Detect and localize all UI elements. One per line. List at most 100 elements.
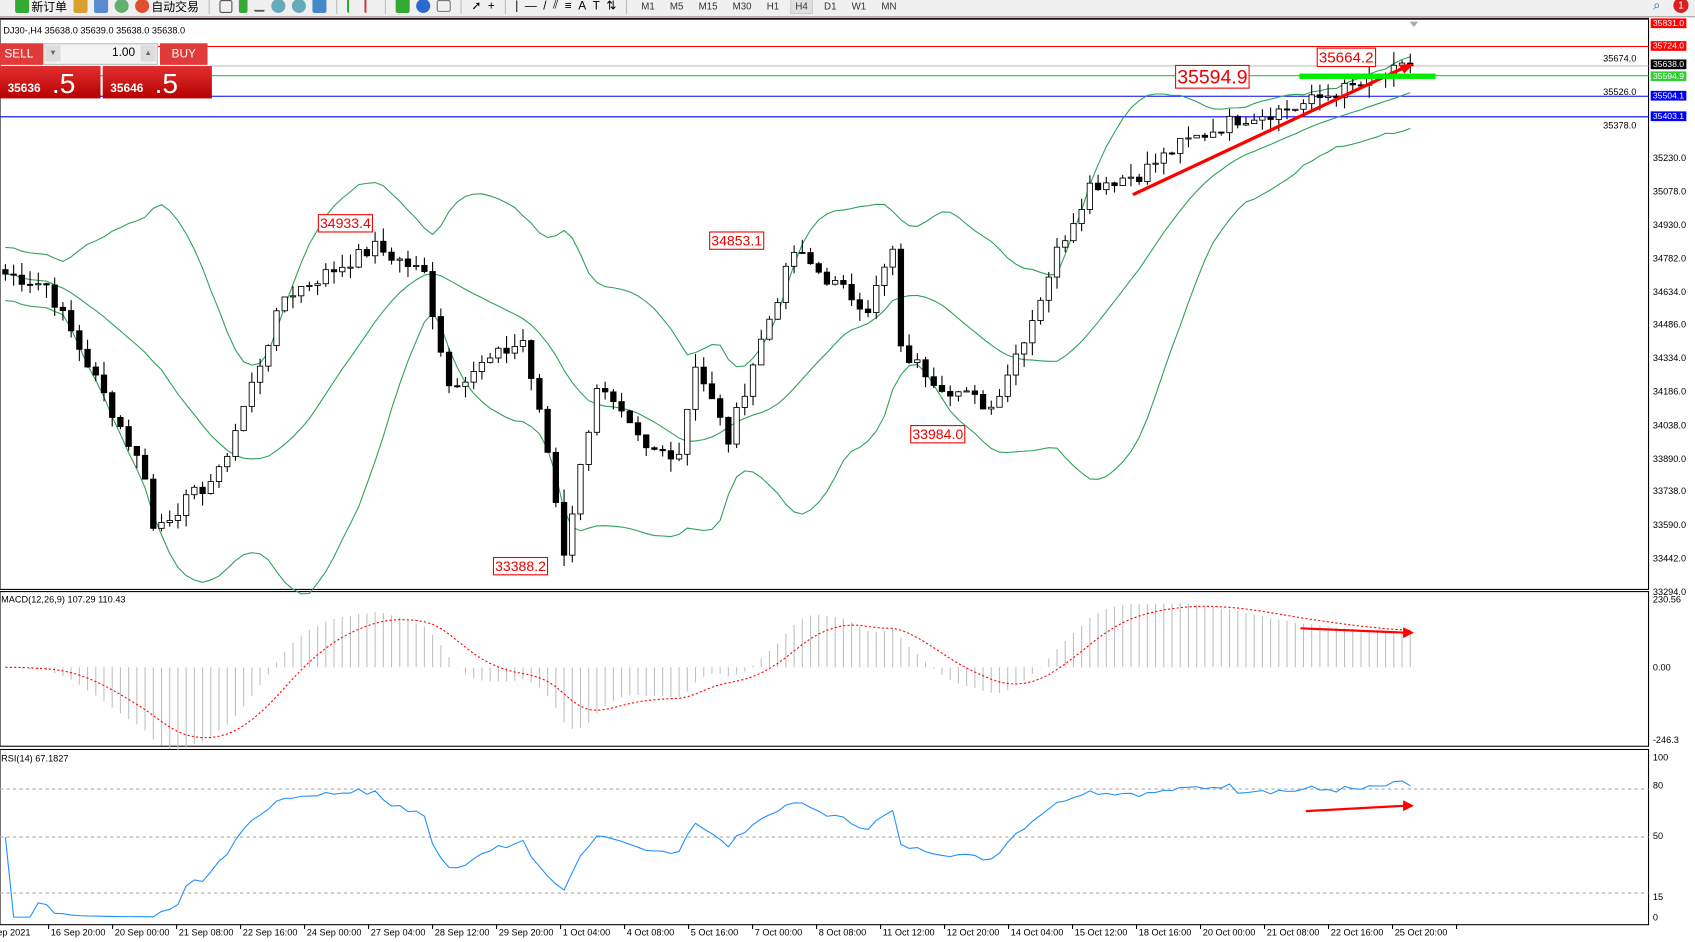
price-axis-label: 33442.0 [1652,552,1687,564]
candle-body [248,381,256,407]
candle-body [59,306,67,312]
sell-price-button[interactable]: 35636 .5 [0,65,101,99]
candle-body [67,310,75,332]
candle-body [273,310,280,347]
buy-price-button[interactable]: 35646 .5 [102,65,212,99]
candle-body [1160,152,1167,164]
price-annotation[interactable]: 33388.2 [492,556,549,576]
rsi-axis-label: 50 [1652,830,1664,842]
vertical-line-icon[interactable]: | [515,0,519,13]
price-axis-label: 34930.0 [1652,219,1687,231]
timeframe-h1[interactable]: H1 [766,0,780,12]
timeframe-mn[interactable]: MN [881,0,897,12]
price-annotation[interactable]: 35594.9 [1175,64,1250,89]
trendline-icon[interactable]: / [543,0,547,13]
macd-axis-label: 0.00 [1652,661,1671,673]
candle-body [1021,342,1028,355]
crosshair-icon[interactable]: + [487,0,495,13]
candle-body [979,393,987,410]
candle-body [1144,163,1151,183]
timeframe-m30[interactable]: M30 [732,0,752,12]
price-axis-label: 33738.0 [1652,486,1687,497]
horizontal-line-icon[interactable]: — [524,0,537,13]
time-axis-label: 4 Oct 08:00 [626,926,675,938]
fibonacci-icon[interactable]: ≡ [564,0,572,13]
candle-body [684,408,691,455]
sell-button[interactable]: SELL [0,43,44,65]
auto-trading-label: 自动交易 [151,0,199,14]
timeframe-h4[interactable]: H4 [789,0,814,14]
arrow-head [1398,63,1414,74]
candle-body [675,453,683,460]
text-label-icon[interactable]: T [592,0,600,13]
candle-body [35,283,42,286]
candle-body [371,240,379,257]
candle-body [43,283,50,286]
price-annotation[interactable]: 34933.4 [317,214,373,233]
price-annotation[interactable]: 33984.0 [910,425,966,444]
rsi-axis-label: 15 [1652,891,1664,902]
time-axis-label: 29 Sep 20:00 [498,926,554,938]
zoom-in-icon[interactable] [271,0,286,13]
tile-windows-icon[interactable] [312,0,327,13]
candle-body [1053,246,1061,278]
text-icon[interactable]: A [578,0,587,13]
price-annotation[interactable]: 34853.1 [709,231,765,250]
timeframe-d1[interactable]: D1 [824,0,837,12]
timeframe-m1[interactable]: M1 [641,0,655,12]
candle-body [955,391,962,397]
candle-body [495,347,502,359]
autoscroll-icon[interactable] [347,0,358,13]
separator [208,0,210,14]
candle-body [864,308,872,314]
time-axis-label: 18 Oct 16:00 [1138,926,1192,938]
lot-size-input[interactable]: ▼ 1.00 ▲ [43,43,158,65]
candle-body [725,416,732,445]
candle-body [1177,137,1184,154]
candle-body [1283,108,1291,111]
arrows-icon[interactable]: ⇅ [606,0,617,13]
templates-icon[interactable] [436,0,451,12]
line-chart-icon[interactable] [254,1,265,12]
timeframe-m5[interactable]: M5 [669,0,684,12]
new-order-button[interactable]: 新订单 [15,0,67,15]
timeframe-m15[interactable]: M15 [698,0,718,12]
candle-body [207,481,214,494]
auto-trading-button[interactable]: 自动交易 [135,0,199,15]
price-annotation[interactable]: 35664.2 [1316,47,1376,68]
zoom-out-icon[interactable] [291,0,306,13]
candle-body [1037,299,1044,321]
price-level-label: 35831.0 [1650,18,1687,29]
rsi-axis-label: 0 [1652,911,1658,923]
chart-shift-icon[interactable] [364,0,375,13]
candle-body [1209,131,1217,138]
cursor-icon[interactable]: ➚ [471,0,482,13]
candlestick-icon[interactable] [238,0,248,13]
bar-chart-icon[interactable] [219,0,233,13]
candle-body [733,407,740,445]
alert-badge[interactable]: 1 [1673,0,1689,13]
periods-clock-icon[interactable] [416,0,431,13]
time-axis-label: 25 Oct 20:00 [1394,926,1448,938]
timeframe-w1[interactable]: W1 [851,0,867,12]
gold-icon[interactable] [73,0,88,13]
search-icon[interactable]: ⌕ [1653,0,1661,13]
rsi-trend-arrow [1305,804,1406,813]
candle-body [298,286,305,297]
time-axis-label: 20 Sep 00:00 [114,926,170,938]
indicators-icon[interactable] [395,0,410,13]
candle-body [1349,82,1356,86]
market-watch-icon[interactable] [94,0,109,13]
lot-increase-icon[interactable]: ▲ [140,45,156,62]
channel-icon[interactable]: ⫽ [553,0,559,12]
signal-icon[interactable] [114,0,129,13]
lot-decrease-icon[interactable]: ▼ [45,45,61,62]
buy-price-main: 35646 [110,82,144,96]
time-axis-label: 5 Oct 16:00 [690,926,739,938]
candle-body [150,478,157,529]
candle-body [404,258,412,267]
price-axis-label: 35378.0 [1603,119,1637,131]
candle-body [396,258,403,261]
buy-button[interactable]: BUY [159,43,208,65]
